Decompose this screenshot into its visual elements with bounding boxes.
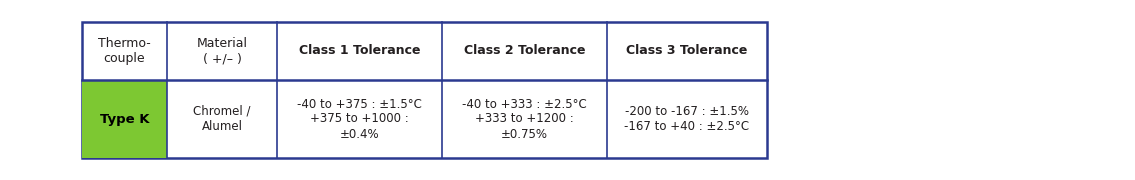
Text: Class 1 Tolerance: Class 1 Tolerance — [299, 44, 420, 57]
Bar — [82, 22, 767, 158]
Text: -40 to +333 : ±2.5°C
+333 to +1200 :
±0.75%: -40 to +333 : ±2.5°C +333 to +1200 : ±0.… — [462, 98, 587, 141]
Text: -40 to +375 : ±1.5°C
+375 to +1000 :
±0.4%: -40 to +375 : ±1.5°C +375 to +1000 : ±0.… — [297, 98, 422, 141]
Text: Type K: Type K — [100, 112, 149, 125]
Text: Class 3 Tolerance: Class 3 Tolerance — [627, 44, 748, 57]
Text: Chromel /
Alumel: Chromel / Alumel — [193, 105, 251, 133]
Bar — [82, 80, 167, 158]
Text: Material
( +/– ): Material ( +/– ) — [196, 37, 247, 65]
Text: Thermo-
couple: Thermo- couple — [98, 37, 151, 65]
Text: Class 2 Tolerance: Class 2 Tolerance — [464, 44, 586, 57]
Text: -200 to -167 : ±1.5%
-167 to +40 : ±2.5°C: -200 to -167 : ±1.5% -167 to +40 : ±2.5°… — [624, 105, 749, 133]
